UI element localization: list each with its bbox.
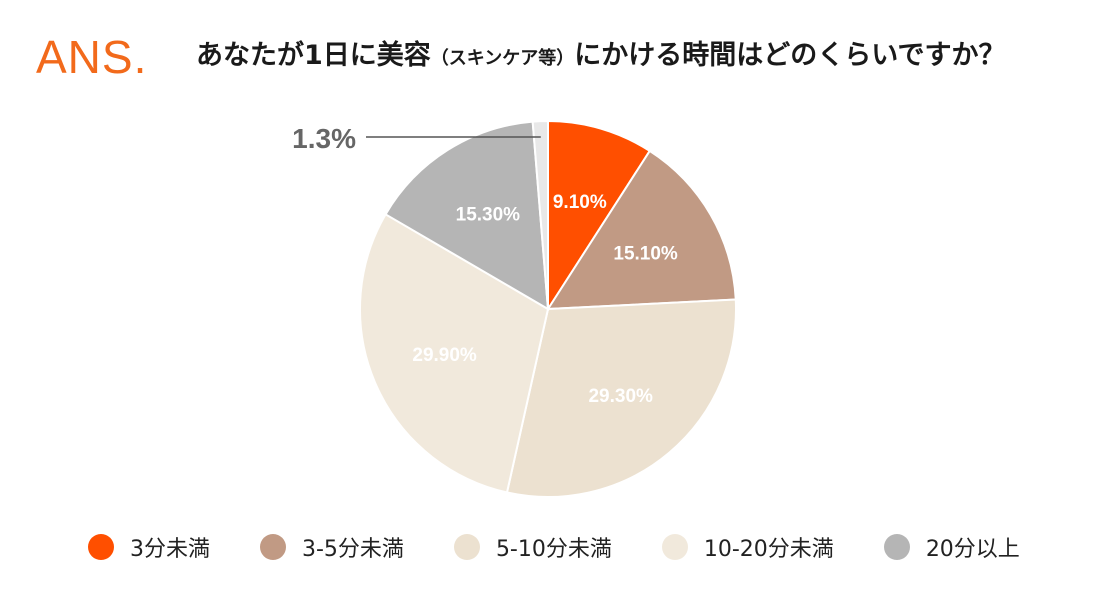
legend-label-3: 10-20分未満 bbox=[703, 537, 834, 562]
brand-logo: ANS. bbox=[36, 31, 148, 83]
pie-slice-2 bbox=[505, 298, 737, 498]
pie-label-5: 1.3% bbox=[292, 123, 356, 154]
legend-swatch-1 bbox=[260, 534, 286, 560]
legend-swatch-2 bbox=[453, 534, 480, 560]
pie-slice-3 bbox=[359, 212, 550, 494]
pie-slice-4 bbox=[384, 120, 550, 311]
pie-chart: 9.10% 15.10% 29.30% 29.90% 15.30% 1.3% bbox=[292, 119, 737, 498]
pie-labels: 9.10% 15.10% 29.30% 29.90% 15.30% 1.3% bbox=[292, 123, 678, 407]
pie-slices bbox=[359, 119, 737, 498]
pie-label-0: 9.10% bbox=[553, 192, 607, 213]
legend-swatch-3 bbox=[661, 534, 688, 560]
chart-legend: 3分未満 3-5分未満 5-10分未満 10-20分未満 20分以上 bbox=[88, 532, 1070, 562]
legend-item-3: 10-20分未満 bbox=[661, 531, 834, 563]
legend-label-0: 3分未満 bbox=[130, 537, 210, 562]
title-question: にかける時間はどのくらいですか？ bbox=[574, 40, 1006, 71]
pie-label-4: 15.30% bbox=[456, 205, 521, 226]
pie-label-1: 15.10% bbox=[613, 243, 678, 264]
legend-swatch-0 bbox=[88, 534, 114, 560]
pie-label-2: 29.30% bbox=[588, 386, 653, 407]
legend-item-4: 20分以上 bbox=[883, 531, 1020, 563]
pie-label-3: 29.90% bbox=[412, 345, 477, 366]
pie-slice-1 bbox=[546, 149, 737, 311]
legend-label-1: 3-5分未満 bbox=[302, 537, 404, 562]
legend-item-2: 5-10分未満 bbox=[453, 531, 612, 563]
pie-slice-0 bbox=[547, 119, 652, 313]
chart-title: あなたが1日に美容（スキンケア等）にかける時間はどのくらいですか？ bbox=[196, 40, 1005, 72]
legend-swatch-4 bbox=[883, 534, 910, 560]
pie-slice-5 bbox=[531, 119, 549, 310]
legend-label-2: 5-10分未満 bbox=[495, 537, 612, 562]
legend-label-4: 20分以上 bbox=[925, 537, 1020, 562]
legend-item-0: 3分未満 bbox=[88, 531, 210, 563]
title-main: あなたが1日に美容 bbox=[196, 40, 431, 71]
title-parenthetical: （スキンケア等） bbox=[430, 48, 575, 69]
legend-item-1: 3-5分未満 bbox=[260, 531, 404, 563]
